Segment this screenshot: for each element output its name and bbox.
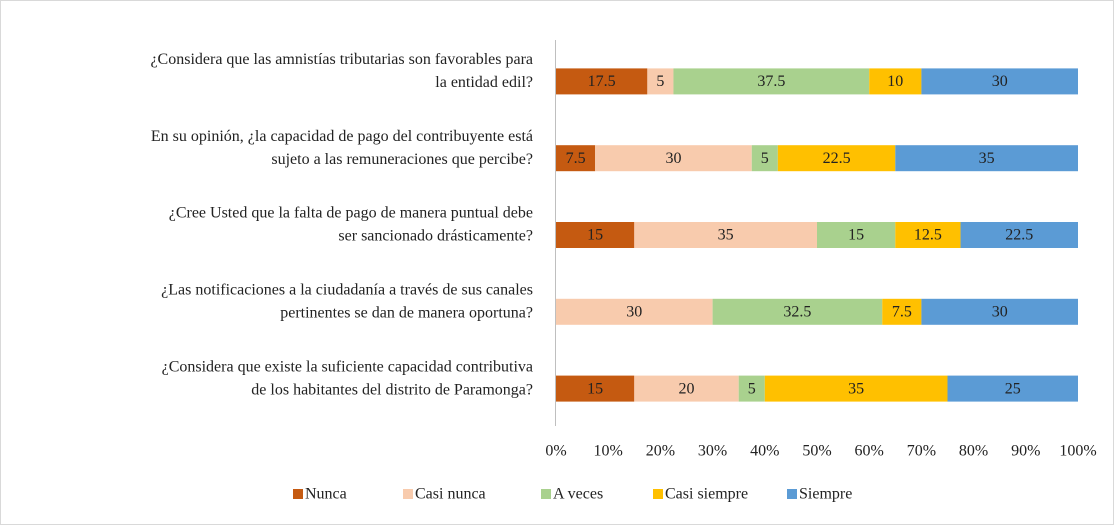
bar-segment (738, 375, 765, 402)
category-label: En su opinión, ¿la capacidad de pago del… (151, 128, 533, 145)
category-label: de los habitantes del distrito de Paramo… (251, 381, 533, 398)
x-tick-label: 10% (594, 443, 623, 460)
bar-segment (895, 222, 961, 248)
x-tick-label: 30% (698, 443, 727, 460)
bar-segment (751, 145, 778, 172)
bar-segment (556, 298, 713, 325)
x-tick-label: 20% (646, 443, 675, 460)
bar-segment (882, 298, 922, 325)
legend-swatch (293, 489, 303, 499)
data-label: 12.5 (914, 227, 942, 244)
legend-label: Nunca (305, 486, 347, 503)
bar-segment (634, 375, 739, 402)
category-label: sujeto a las remuneraciones que percibe? (271, 151, 533, 168)
data-label: 15 (587, 380, 603, 397)
legend-label: A veces (553, 486, 603, 503)
bar-segment (947, 375, 1078, 402)
data-label: 30 (626, 303, 642, 320)
x-tick-label: 70% (907, 443, 936, 460)
bar-segment (712, 298, 883, 325)
data-label: 22.5 (823, 150, 851, 167)
legend-swatch (403, 489, 413, 499)
legend-swatch (653, 489, 663, 499)
data-label: 5 (656, 73, 664, 90)
data-label: 37.5 (757, 73, 785, 90)
x-tick-label: 60% (855, 443, 884, 460)
data-label: 30 (992, 73, 1008, 90)
x-tick-label: 0% (545, 443, 566, 460)
x-tick-label: 90% (1011, 443, 1040, 460)
bar-segment (556, 68, 648, 95)
category-label: ser sancionado drásticamente? (338, 228, 533, 245)
data-label: 7.5 (892, 303, 912, 320)
category-label: ¿Considera que las amnistías tributarias… (150, 51, 533, 68)
data-label: 17.5 (588, 73, 616, 90)
data-label: 35 (718, 227, 734, 244)
legend-label: Siempre (799, 486, 852, 503)
x-tick-label: 80% (959, 443, 988, 460)
legend-swatch (541, 489, 551, 499)
bar-segment (673, 68, 870, 95)
x-tick-label: 40% (750, 443, 779, 460)
category-label: pertinentes se dan de manera oportuna? (280, 304, 533, 321)
data-label: 10 (887, 73, 903, 90)
category-label: ¿Considera que existe la suficiente capa… (162, 358, 533, 375)
data-label: 35 (848, 380, 864, 397)
bar-segment (817, 222, 896, 248)
bar-segment (647, 68, 674, 95)
data-label: 7.5 (566, 150, 586, 167)
bar-segment (921, 68, 1078, 95)
x-tick-label: 50% (802, 443, 831, 460)
data-label: 15 (848, 227, 864, 244)
bar-segment (777, 145, 896, 172)
bar-segment (895, 145, 1078, 172)
legend-label: Casi nunca (415, 486, 486, 503)
bar-segment (556, 375, 635, 402)
bar-segment (595, 145, 752, 172)
data-label: 5 (761, 150, 769, 167)
bar-segment (556, 145, 596, 172)
bar-segment (960, 222, 1078, 248)
legend-swatch (787, 489, 797, 499)
data-label: 22.5 (1005, 227, 1033, 244)
x-tick-label: 100% (1059, 443, 1096, 460)
bar-segment (556, 222, 635, 248)
data-label: 30 (665, 150, 681, 167)
data-label: 15 (587, 227, 603, 244)
data-label: 20 (679, 380, 695, 397)
category-label: ¿Las notificaciones a la ciudadanía a tr… (161, 281, 533, 298)
bar-segment (634, 222, 817, 248)
data-label: 5 (748, 380, 756, 397)
data-label: 25 (1005, 380, 1021, 397)
legend-label: Casi siempre (665, 486, 748, 503)
data-label: 32.5 (783, 303, 811, 320)
data-label: 30 (992, 303, 1008, 320)
bar-segment (764, 375, 948, 402)
bar-segment (869, 68, 922, 95)
category-label: ¿Cree Usted que la falta de pago de mane… (169, 205, 533, 222)
data-label: 35 (979, 150, 995, 167)
bar-segment (921, 298, 1078, 325)
category-label: la entidad edil? (435, 74, 533, 91)
